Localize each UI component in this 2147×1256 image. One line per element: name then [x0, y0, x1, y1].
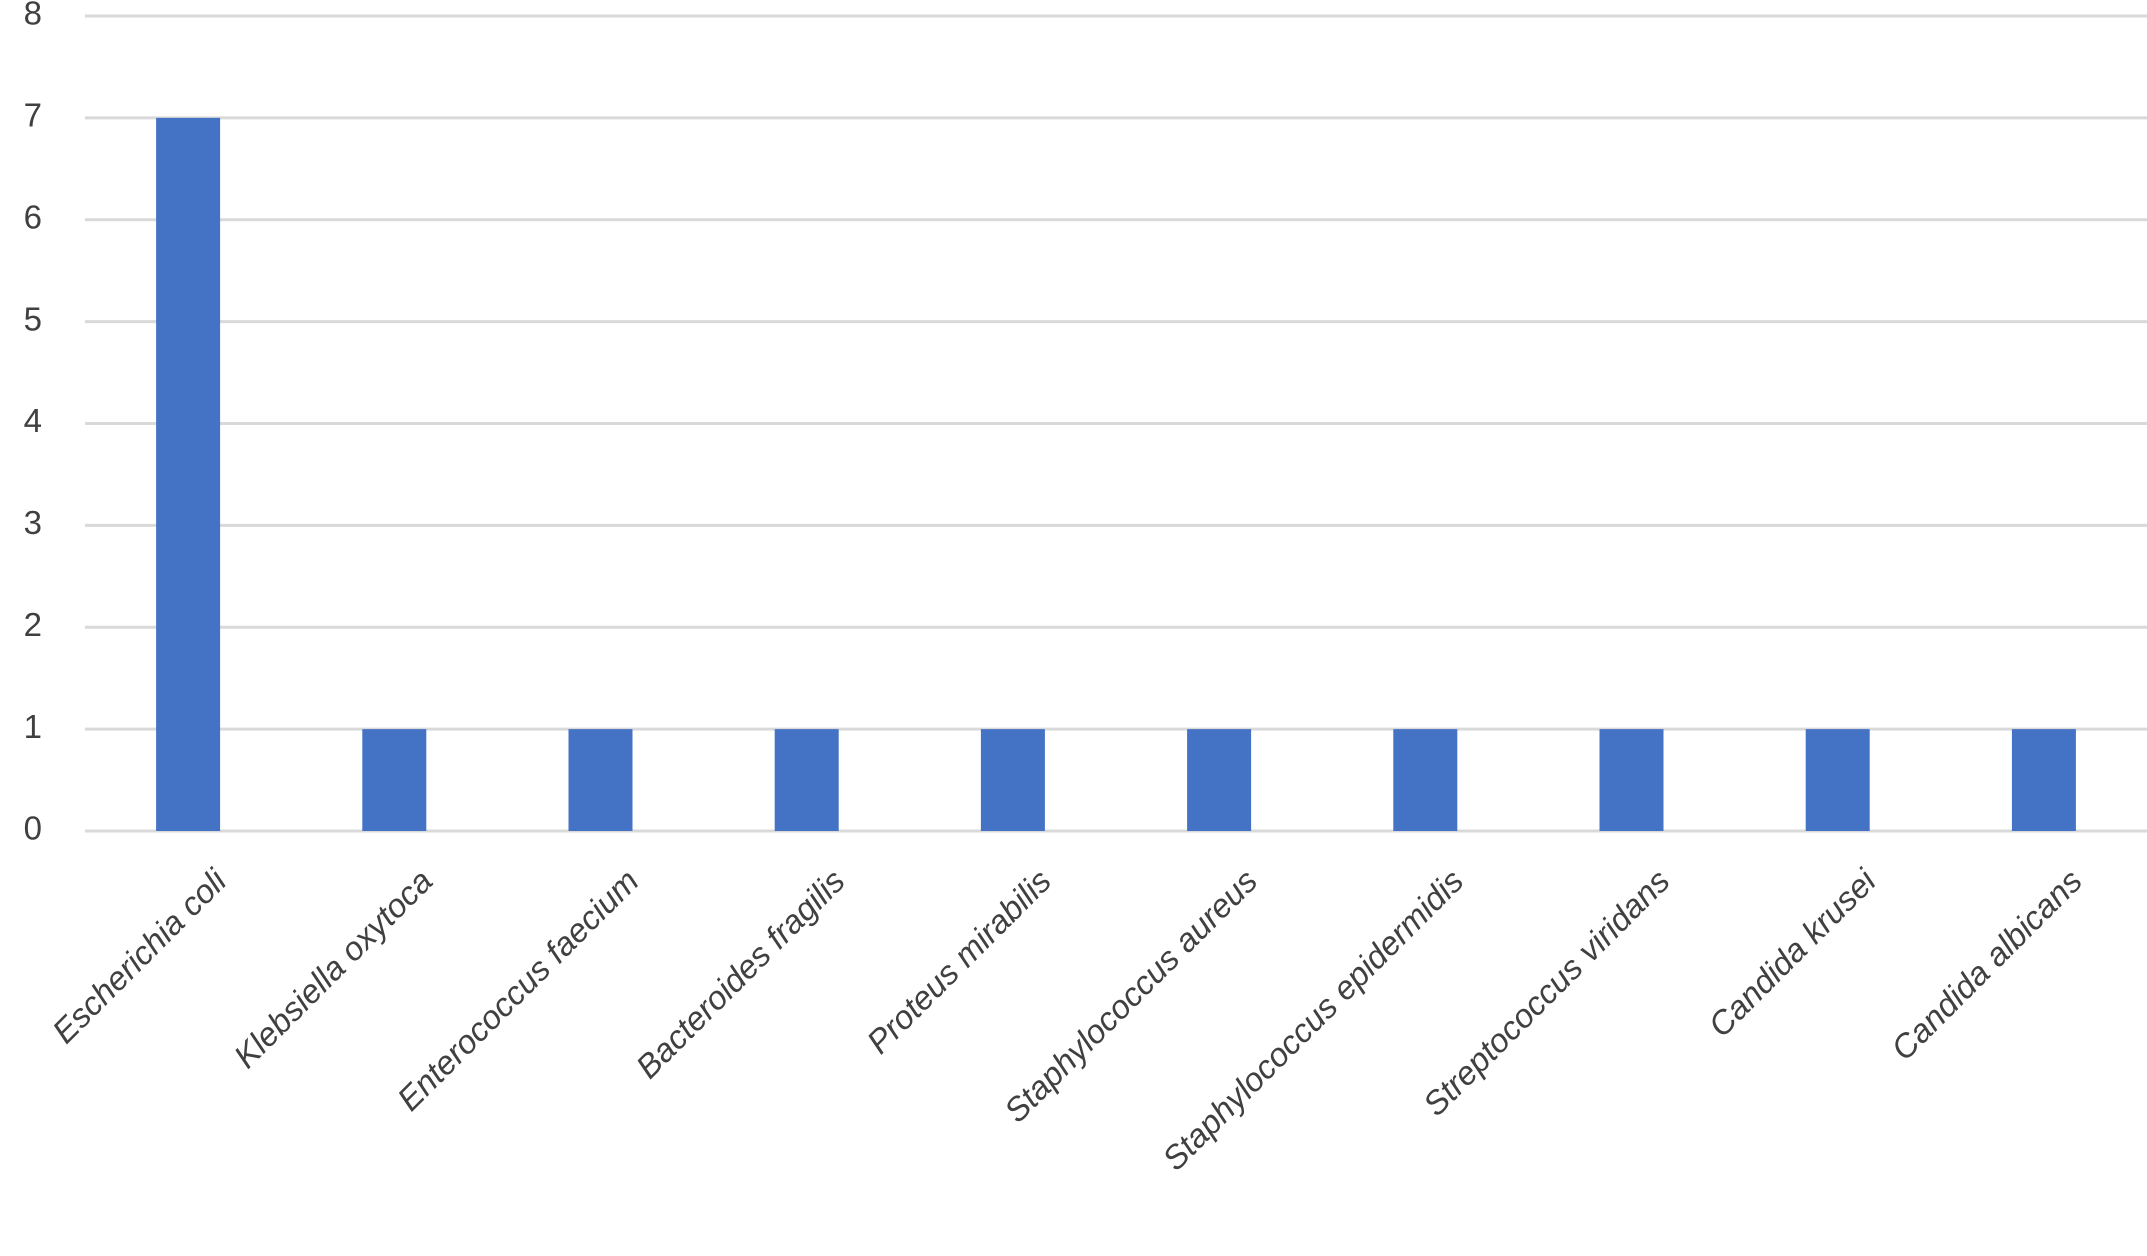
x-tick-label: Klebsiella oxytoca [226, 862, 439, 1075]
bar [156, 117, 221, 831]
y-tick-label: 8 [24, 0, 42, 32]
y-tick-label: 1 [24, 708, 42, 745]
y-tick-label: 4 [24, 402, 42, 439]
x-tick-label: Proteus mirabilis [859, 862, 1058, 1061]
y-tick-label: 6 [24, 198, 42, 235]
y-tick-label: 0 [24, 810, 42, 847]
bar [774, 729, 839, 831]
bar [1393, 729, 1458, 831]
x-tick-label: Escherichia coli [45, 861, 234, 1050]
bar [568, 729, 633, 831]
y-tick-label: 3 [24, 504, 42, 541]
bar [2011, 729, 2076, 831]
bar [980, 729, 1045, 831]
bar [1187, 729, 1252, 831]
y-tick-label: 7 [24, 97, 42, 134]
x-tick-label: Bacteroides fragilis [629, 862, 852, 1085]
x-tick-label: Candida albicans [1884, 862, 2089, 1067]
bar [1599, 729, 1664, 831]
x-tick-label: Candida krusei [1701, 861, 1884, 1044]
y-tick-label: 5 [24, 300, 42, 337]
bar [362, 729, 427, 831]
y-tick-label: 2 [24, 606, 42, 643]
bar [1805, 729, 1870, 831]
x-tick-label: Enterococcus faecium [390, 862, 646, 1118]
